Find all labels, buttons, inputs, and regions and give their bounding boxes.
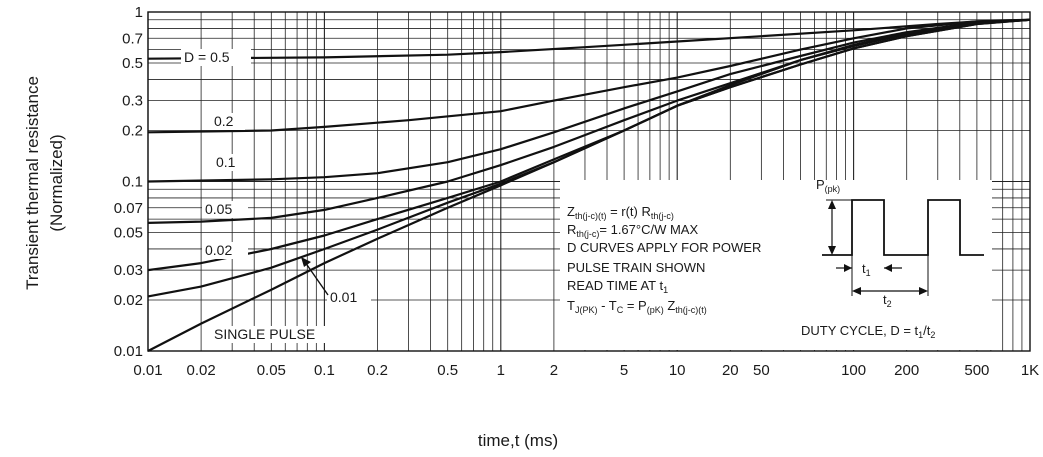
curve-label-bg — [327, 288, 371, 305]
x-tick-label: 100 — [841, 362, 866, 379]
y-tick-label: 0.1 — [122, 174, 143, 191]
curve-label-bg — [211, 326, 341, 343]
curve-1 — [147, 18, 1031, 134]
y-axis-label-line1: Transient thermal resistance — [23, 76, 42, 290]
t2-arrowhead-left — [852, 287, 861, 295]
y-tick-label: 0.02 — [114, 292, 143, 309]
x-tick-label: 5 — [620, 362, 628, 379]
y-tick-label: 0.3 — [122, 93, 143, 110]
curve-label: D = 0.5 — [184, 49, 230, 65]
annotation-line-3: D CURVES APPLY FOR POWER — [567, 240, 761, 255]
y-tick-label: 0.03 — [114, 262, 143, 279]
t1-label: t1 — [862, 261, 871, 278]
curve-label: 0.05 — [205, 201, 232, 217]
t2-arrowhead-right — [919, 287, 928, 295]
curve-label-bg — [211, 113, 245, 130]
y-tick-label: 0.2 — [122, 122, 143, 139]
t2-label: t2 — [883, 292, 892, 309]
y-axis-label-line2: (Normalized) — [47, 134, 66, 231]
x-tick-label: 200 — [894, 362, 919, 379]
x-axis-label: time,t (ms) — [478, 431, 558, 450]
x-tick-label: 0.2 — [367, 362, 388, 379]
y-tick-label: 0.01 — [114, 343, 143, 360]
y-tick-label: 0.7 — [122, 30, 143, 47]
curves: D = 0.5 0.2 0.1 0.05 0.02 SINGLE PULSE 0.01 — [147, 18, 1031, 352]
t1-arrowhead-left — [844, 264, 852, 272]
curve-label-bg — [202, 201, 248, 218]
annotation-line-6: TJ(PK) - TC = P(pK) Zth(j-c)(t) — [567, 298, 707, 315]
x-tick-label: 10 — [669, 362, 686, 379]
y-tick-label: 0.5 — [122, 55, 143, 72]
y-tick-label: 0.07 — [114, 200, 143, 217]
annotation-line-2: Rth(j-c)= 1.67°C/W MAX — [567, 222, 698, 239]
x-tick-label: 0.01 — [133, 362, 162, 379]
curve-label-bg — [181, 49, 251, 66]
t1-arrowhead-right — [884, 264, 892, 272]
curve-label-leader — [304, 261, 329, 296]
curve-6 — [147, 18, 1031, 352]
y-tick-label: 0.05 — [114, 225, 143, 242]
x-tick-label: 1K — [1021, 362, 1039, 379]
x-tick-label: 0.05 — [257, 362, 286, 379]
annotation-line-4: PULSE TRAIN SHOWN — [567, 260, 705, 275]
curve-label: 0.2 — [214, 113, 234, 129]
ppk-arrow-up — [828, 200, 836, 209]
x-tick-label: 50 — [753, 362, 770, 379]
y-tick-label: 1 — [135, 4, 143, 21]
curve-label: 0.02 — [205, 242, 232, 258]
x-tick-label: 1 — [497, 362, 505, 379]
ppk-label: P(pk) — [816, 177, 840, 194]
annotation-line-5: READ TIME AT t1 — [567, 278, 668, 295]
x-tick-label: 20 — [722, 362, 739, 379]
curve-label-bg — [213, 154, 247, 171]
curve-label: 0.1 — [216, 154, 236, 170]
ppk-arrow-down — [828, 246, 836, 255]
x-tick-label: 0.5 — [437, 362, 458, 379]
x-tick-label: 0.1 — [314, 362, 335, 379]
curve-label-arrow — [301, 257, 311, 267]
x-tick-label: 500 — [964, 362, 989, 379]
pulse-train — [822, 199, 984, 256]
inset: Zth(j-c)(t) = r(t) Rth(j-c)Rth(j-c)= 1.6… — [560, 177, 992, 350]
annotation-line-1: Zth(j-c)(t) = r(t) Rth(j-c) — [567, 204, 674, 221]
x-tick-label: 2 — [550, 362, 558, 379]
curve-2 — [147, 18, 1031, 183]
curve-label: 0.01 — [330, 289, 357, 305]
annotation-box — [560, 180, 992, 350]
duty-cycle-label: DUTY CYCLE, D = t1/t2 — [801, 323, 935, 340]
curve-label: SINGLE PULSE — [214, 326, 315, 342]
curve-label-bg — [202, 242, 248, 259]
x-tick-label: 0.02 — [187, 362, 216, 379]
